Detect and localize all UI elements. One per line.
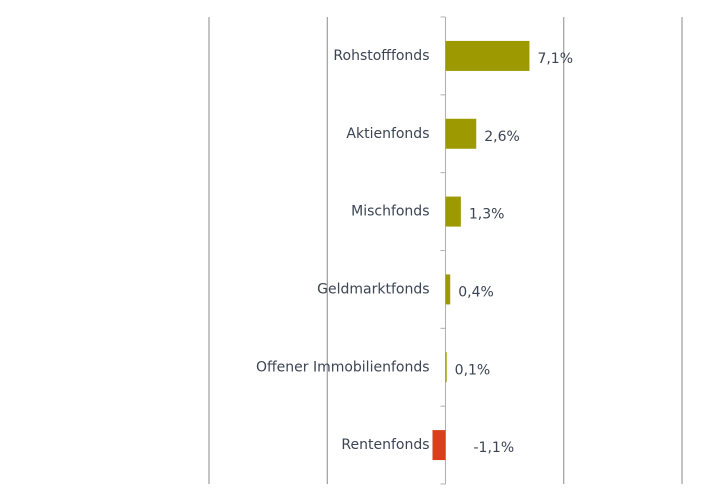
- bar: [445, 40, 530, 71]
- bar: [445, 352, 447, 383]
- category-label: Rohstofffonds: [333, 48, 429, 64]
- category-label: Geldmarktfonds: [317, 281, 429, 297]
- bar: [445, 196, 461, 227]
- bar: [445, 274, 451, 305]
- value-label: 0,1%: [455, 362, 491, 378]
- category-label: Mischfonds: [351, 204, 429, 220]
- value-label: 1,3%: [469, 207, 505, 223]
- value-label: 7,1%: [537, 51, 573, 67]
- value-label: -1,1%: [474, 440, 515, 456]
- value-label: 0,4%: [458, 284, 494, 300]
- category-label: Offener Immobilienfonds: [256, 359, 430, 375]
- category-label: Rentenfonds: [341, 437, 429, 453]
- bar: [432, 430, 446, 461]
- value-label: 2,6%: [484, 129, 520, 145]
- bar: [445, 118, 477, 149]
- category-label: Aktienfonds: [346, 126, 429, 142]
